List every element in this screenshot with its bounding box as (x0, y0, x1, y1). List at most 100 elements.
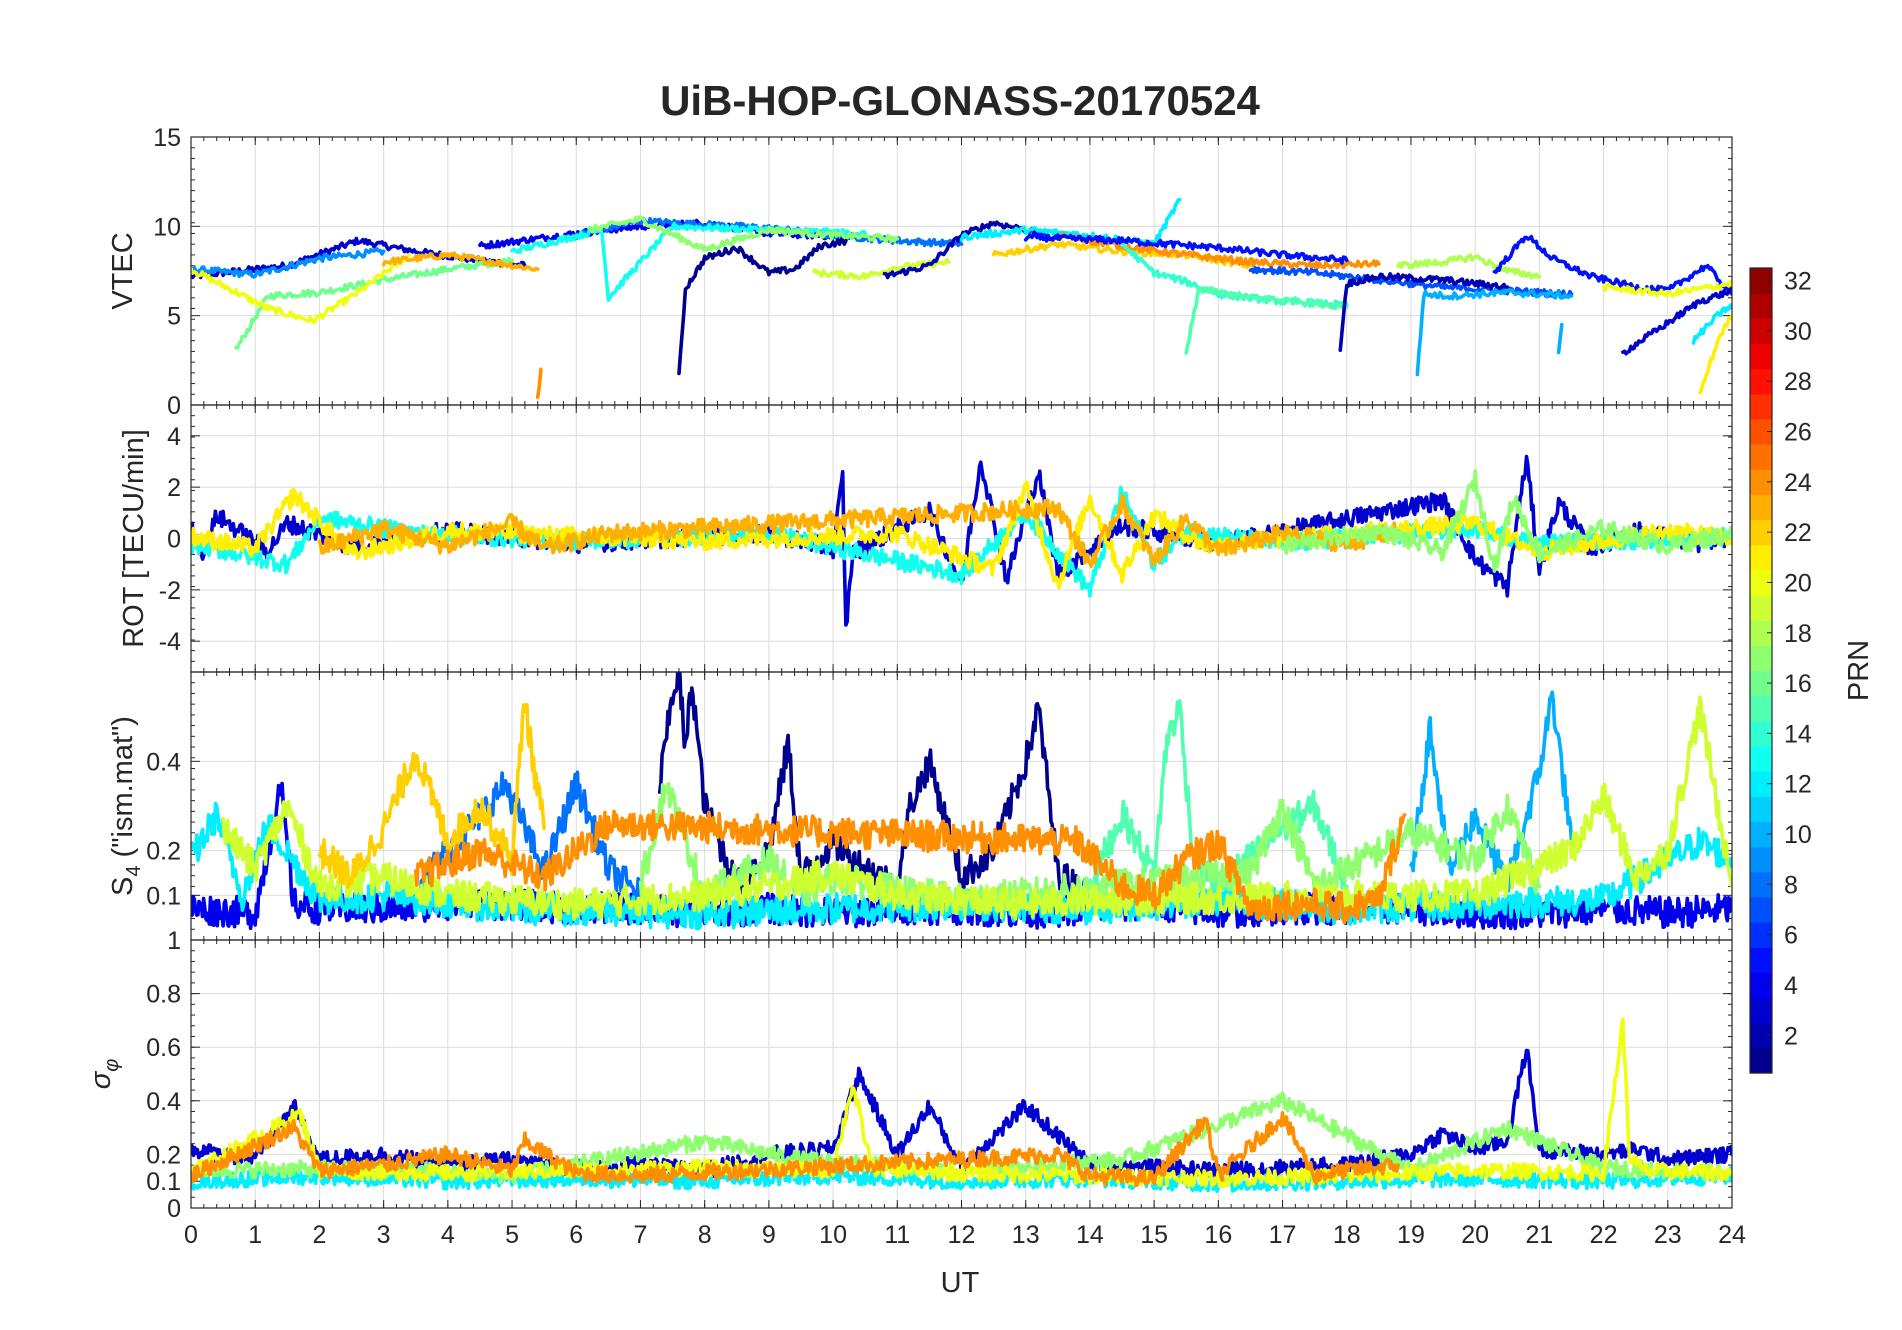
colorbar-segment (1750, 494, 1772, 521)
series-line-prn-23 (381, 251, 540, 272)
series-line-prn-5 (1023, 232, 1349, 265)
series-group (191, 197, 1732, 399)
colorbar-tick-label: 14 (1784, 720, 1812, 748)
y-tick-label: 4 (167, 423, 181, 451)
y-label-subscript: 4 (123, 866, 145, 877)
colorbar-segment (1750, 796, 1772, 823)
colorbar-tick-label: 24 (1784, 469, 1812, 497)
colorbar-segment (1750, 393, 1772, 420)
y-tick-label: -2 (159, 577, 181, 605)
colorbar-tick-label: 30 (1784, 318, 1812, 346)
colorbar-tick-label: 10 (1784, 821, 1812, 849)
panel-1: 0 5 10 15 VTEC (107, 124, 1733, 420)
y-axis-label: VTEC (107, 232, 139, 309)
series-line-prn-24 (413, 809, 1407, 925)
colorbar-tick-label: 32 (1784, 268, 1812, 296)
y-tick-label: 0 (167, 526, 181, 554)
colorbar-segment (1750, 922, 1772, 948)
series-line-prn-24 (535, 367, 543, 399)
y-axis-label: ROT [TECU/min] (118, 429, 150, 648)
series-line-prn-21 (1698, 313, 1732, 395)
series-line-prn-9 (191, 247, 386, 279)
colorbar-segment (1750, 1022, 1772, 1049)
series-line-prn-1 (677, 237, 848, 376)
colorbar-segment (1750, 670, 1772, 697)
colorbar-tick-label: 8 (1784, 871, 1798, 899)
x-tick-label: 2 (312, 1221, 326, 1249)
series-group (191, 1017, 1732, 1193)
x-tick-label: 14 (1076, 1221, 1104, 1249)
colorbar-tick-label: 26 (1784, 419, 1812, 447)
colorbar-tick-label: 6 (1784, 922, 1798, 950)
series-line-prn-21 (191, 480, 1732, 590)
colorbar-segment (1750, 896, 1772, 923)
y-tick-label: 0 (167, 1195, 181, 1223)
colorbar-tick-label: 28 (1784, 368, 1812, 396)
x-tick-label: 11 (884, 1221, 910, 1249)
y-label-main: S (107, 877, 139, 896)
x-axis: 0 1 2 3 4 5 6 7 8 9 10 11 12 13 14 15 16 17 18 19 20 21 22 23 24 (184, 1221, 1746, 1249)
series-line-prn-5 (1492, 234, 1732, 296)
colorbar-segment (1750, 368, 1772, 395)
y-tick-label: 5 (167, 303, 181, 331)
panel-3: 0.10.20.4S4 ("ism.mat") (107, 671, 1733, 941)
x-tick-label: 9 (762, 1221, 776, 1249)
colorbar-segment (1750, 544, 1772, 571)
y-tick-label: -4 (159, 628, 181, 656)
x-tick-label: 12 (948, 1221, 976, 1249)
colorbar-segment (1750, 771, 1772, 797)
series-line-prn-19 (221, 695, 1732, 921)
x-tick-label: 16 (1204, 1221, 1232, 1249)
colorbar-segment (1750, 695, 1772, 722)
y-tick-label: 0.2 (146, 1141, 181, 1169)
colorbar-segment (1750, 343, 1772, 370)
panel-2: -4 -2 0 2 4 ROT [TECU/min] (118, 404, 1733, 673)
series-line-prn-22 (317, 703, 546, 889)
series-line-prn-10 (1409, 690, 1574, 894)
x-tick-label: 24 (1718, 1221, 1746, 1249)
colorbar-segment (1750, 947, 1772, 973)
x-tick-label: 8 (698, 1221, 712, 1249)
colorbar-tick-label: 22 (1784, 519, 1812, 547)
x-tick-label: 6 (569, 1221, 583, 1249)
colorbar-segment (1750, 871, 1772, 898)
y-label-subscript: φ (101, 1059, 123, 1072)
y-tick-label: 0.1 (146, 1168, 181, 1196)
x-tick-label: 15 (1140, 1221, 1168, 1249)
colorbar-segment (1750, 569, 1772, 596)
x-tick-label: 21 (1525, 1221, 1553, 1249)
x-tick-label: 23 (1654, 1221, 1682, 1249)
y-tick-label: 0.4 (146, 748, 181, 776)
series-line-prn-3 (1621, 287, 1732, 356)
series-line-prn-2 (1338, 272, 1510, 352)
series-line-prn-20 (1601, 279, 1732, 299)
colorbar-segment (1750, 418, 1772, 445)
colorbar-segment (1750, 444, 1772, 470)
y-label-main: σ (85, 1070, 117, 1089)
series-group (191, 672, 1732, 931)
x-tick-label: 1 (248, 1221, 262, 1249)
colorbar-segment (1750, 997, 1772, 1024)
series-line-prn-24 (191, 1111, 1400, 1188)
y-tick-label: 0.2 (146, 838, 181, 866)
series-line-prn-18 (1396, 253, 1542, 280)
colorbar-tick-label: 16 (1784, 670, 1812, 698)
series-group (191, 454, 1732, 627)
series-line-prn-20 (191, 253, 412, 325)
x-tick-label: 7 (634, 1221, 648, 1249)
y-label-rest: ("ism.mat") (107, 716, 139, 865)
y-tick-label: 0 (167, 392, 181, 420)
chart-title: UiB-HOP-GLONASS-20170524 (660, 77, 1260, 124)
y-tick-label: 2 (167, 474, 181, 502)
x-tick-label: 0 (184, 1221, 198, 1249)
colorbar-tick-label: 2 (1784, 1022, 1798, 1050)
x-tick-label: 19 (1397, 1221, 1425, 1249)
y-tick-label: 0.4 (146, 1088, 181, 1116)
colorbar-segment (1750, 620, 1772, 646)
y-tick-label: 0.6 (146, 1034, 181, 1062)
panel-4: 00.10.2 0.4 0.6 0.8 1 σφ (85, 927, 1733, 1223)
colorbar-tick-label: 18 (1784, 620, 1812, 648)
